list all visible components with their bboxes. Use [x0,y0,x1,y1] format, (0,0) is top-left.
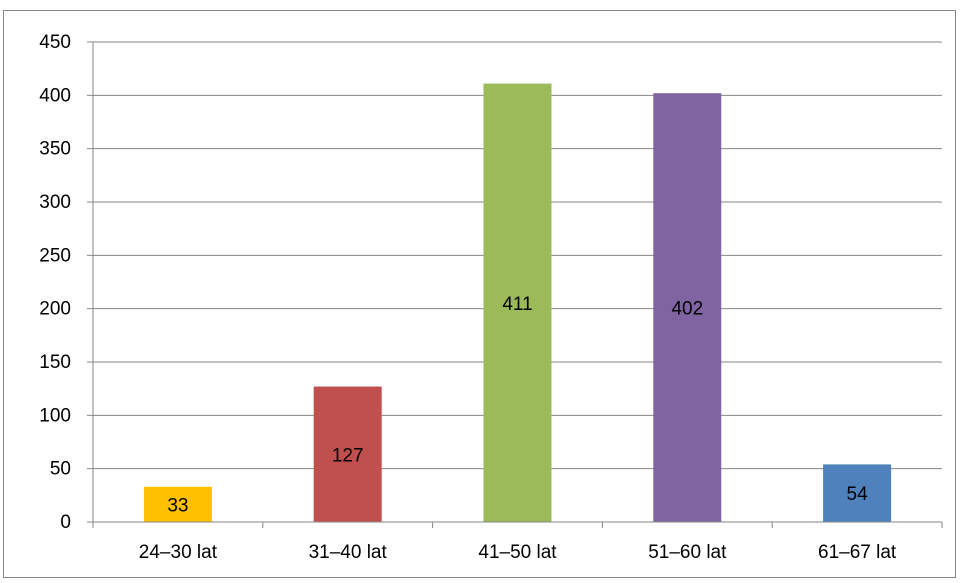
y-tick-label: 0 [60,512,71,533]
y-axis-ticks: 0 50 100 150 200 250 300 350 400 450 [39,32,93,533]
y-tick-label: 350 [39,139,71,160]
bar [483,83,552,522]
data-label: 127 [332,445,364,466]
data-label: 402 [671,299,703,320]
y-tick-label: 50 [50,459,71,480]
y-tick-label: 100 [39,405,71,426]
y-tick-label: 300 [39,192,71,213]
axes [92,42,942,523]
x-tick-label: 41–50 lat [478,542,557,563]
data-labels: 33 127 411 402 54 [167,294,868,517]
bars [143,83,892,522]
data-label: 411 [502,294,532,315]
y-tick-label: 450 [39,32,71,53]
y-tick-label: 150 [39,352,71,373]
data-label: 33 [167,495,188,516]
y-tick-label: 200 [39,299,71,320]
x-axis-ticks: 24–30 lat 31–40 lat 41–50 lat 51–60 lat 61–6… [92,522,943,563]
x-tick-label: 24–30 lat [139,542,218,563]
chart-frame [3,10,956,578]
x-tick-label: 61–67 lat [818,542,897,563]
bar [823,464,892,522]
bar [653,93,722,522]
x-tick-label: 31–40 lat [309,542,388,563]
bar [143,486,212,522]
bar [313,386,382,522]
x-tick-label: 51–60 lat [648,542,727,563]
data-label: 54 [847,484,869,505]
y-tick-label: 400 [39,85,71,106]
y-tick-label: 250 [39,245,71,266]
